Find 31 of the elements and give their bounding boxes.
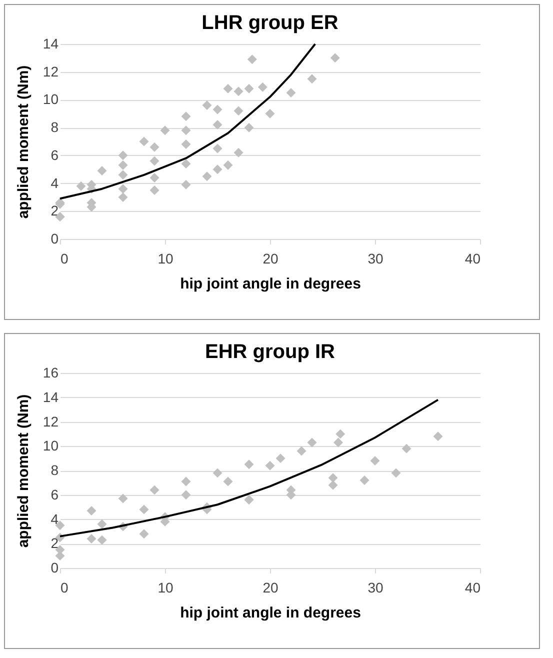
x-tick-label: 20 — [262, 250, 278, 266]
chart-title: EHR group IR — [205, 341, 336, 363]
y-tick-label: 6 — [50, 486, 59, 502]
y-tick-label: 12 — [42, 413, 59, 430]
x-axis-title: hip joint angle in degrees — [180, 604, 361, 622]
y-tick-label: 14 — [42, 36, 59, 52]
y-tick-label: 2 — [50, 535, 59, 552]
y-tick-label: 8 — [50, 119, 59, 136]
y-tick-label: 0 — [50, 560, 59, 576]
y-tick-label: 14 — [42, 388, 59, 405]
y-tick-label: 6 — [50, 146, 59, 163]
y-tick-label: 10 — [42, 91, 59, 108]
x-tick-label: 30 — [368, 250, 384, 266]
x-tick-label: 40 — [464, 580, 481, 596]
x-tick-label: 10 — [158, 250, 174, 266]
x-tick-label: 40 — [464, 250, 481, 266]
y-tick-label: 10 — [42, 438, 59, 454]
y-tick-label: 4 — [50, 174, 59, 191]
y-tick-label: 8 — [50, 462, 59, 478]
y-axis-title: applied moment (Nm) — [14, 65, 32, 219]
x-tick-label: 20 — [262, 580, 278, 596]
x-tick-label: 30 — [368, 580, 384, 596]
y-tick-label: 16 — [42, 364, 59, 380]
y-tick-label: 0 — [50, 230, 59, 246]
x-axis-title: hip joint angle in degrees — [180, 276, 361, 292]
y-tick-label: 12 — [42, 63, 59, 80]
x-tick-label: 10 — [158, 580, 174, 596]
y-tick-label: 4 — [50, 510, 59, 527]
chart-title: LHR group ER — [202, 12, 339, 34]
y-axis-title: applied moment (Nm) — [14, 394, 32, 548]
y-tick-label: 2 — [50, 202, 59, 219]
